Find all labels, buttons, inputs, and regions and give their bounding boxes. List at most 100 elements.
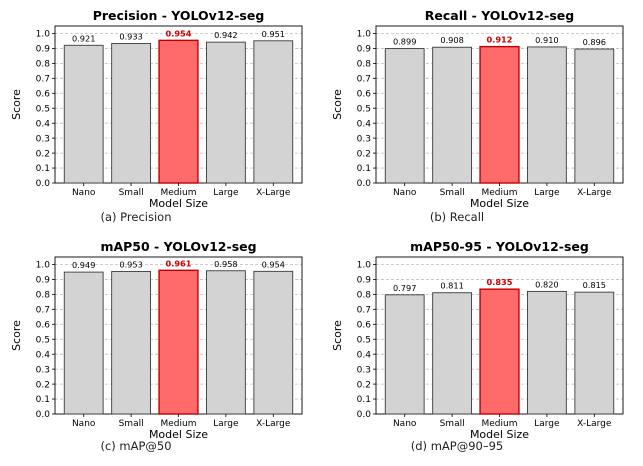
y-tick-label: 1.0 (36, 261, 51, 271)
y-tick-label: 1.0 (357, 261, 372, 271)
bar-value-label: 0.910 (535, 35, 558, 45)
y-axis-label: Score (10, 320, 23, 351)
chart-svg: mAP50-95 - YOLOv12-seg 0.0 0.1 0.2 0.3 0.4 0.5… (331, 239, 624, 441)
y-tick-label: 0.6 (357, 320, 372, 330)
y-tick-label: 0.1 (357, 395, 371, 405)
bar-value-label: 0.961 (166, 258, 192, 268)
y-tick-label: 0.9 (357, 276, 372, 286)
map50-chart-panel: mAP50 - YOLOv12-seg 0.0 0.1 0.2 0.3 0.4 0.5 0.6… (0, 231, 322, 462)
x-tick-label: X-Large (577, 188, 612, 198)
y-tick-label: 0.9 (36, 45, 51, 55)
bar-medium (479, 45, 520, 184)
y-axis-label: Score (331, 89, 344, 120)
x-tick-label: Nano (393, 419, 417, 429)
y-tick-label: 0.7 (36, 306, 50, 316)
x-tick-label: Medium (161, 188, 197, 198)
y-tick-label: 0.0 (36, 179, 51, 189)
y-tick-label: 1.0 (36, 30, 51, 40)
y-tick-label: 0.7 (36, 75, 50, 85)
x-tick-label: Nano (393, 188, 417, 198)
y-tick-label: 0.7 (357, 75, 371, 85)
y-tick-label: 0.3 (36, 134, 50, 144)
y-tick-label: 0.2 (357, 380, 371, 390)
x-tick-label: Nano (72, 419, 96, 429)
bar-value-label: 0.811 (440, 281, 463, 291)
y-tick-label: 0.1 (357, 164, 371, 174)
y-tick-label: 0.8 (357, 60, 372, 70)
y-tick-label: 0.0 (357, 410, 372, 420)
bar-value-label: 0.958 (214, 259, 237, 269)
y-tick-label: 0.6 (36, 89, 51, 99)
y-tick-label: 0.3 (357, 365, 371, 375)
y-axis-label: Score (10, 89, 23, 120)
chart-title: Recall - YOLOv12-seg (425, 8, 574, 23)
bar-small (432, 292, 472, 415)
x-tick-label: Medium (482, 188, 518, 198)
chart-svg: mAP50 - YOLOv12-seg 0.0 0.1 0.2 0.3 0.4 0.5 0.6… (10, 239, 303, 441)
bar-nano (63, 271, 104, 415)
y-tick-label: 1.0 (357, 30, 372, 40)
x-tick-label: Large (213, 419, 239, 429)
y-tick-label: 0.3 (357, 134, 371, 144)
y-tick-label: 0.2 (36, 149, 50, 159)
chart-title: mAP50 - YOLOv12-seg (100, 239, 256, 254)
y-tick-label: 0.3 (36, 365, 50, 375)
bar-nano (384, 48, 425, 184)
bar-medium (479, 288, 520, 415)
bar-value-label: 0.942 (214, 30, 237, 40)
bar-value-label: 0.954 (166, 28, 192, 38)
y-tick-label: 0.4 (357, 119, 372, 129)
x-tick-label: X-Large (577, 419, 612, 429)
y-tick-label: 0.9 (357, 45, 372, 55)
bar-x-large (574, 48, 615, 184)
y-tick-label: 0.7 (357, 306, 371, 316)
bar-large (206, 270, 246, 415)
x-tick-label: Medium (482, 419, 518, 429)
x-tick-label: Small (119, 188, 144, 198)
y-tick-label: 0.5 (36, 335, 50, 345)
bar-large (206, 41, 246, 184)
x-tick-label: Small (440, 419, 465, 429)
x-axis-label: Model Size (149, 428, 208, 441)
y-tick-label: 0.1 (36, 164, 50, 174)
x-axis-label: Model Size (149, 197, 208, 210)
caption-a: (a) Precision (100, 210, 172, 224)
bar-value-label: 0.896 (583, 37, 606, 47)
x-axis-label: Model Size (470, 197, 529, 210)
bar-large (527, 290, 567, 415)
bar-value-label: 0.835 (487, 277, 513, 287)
y-tick-label: 0.2 (357, 149, 371, 159)
bar-x-large (574, 291, 615, 415)
bar-value-label: 0.899 (393, 37, 416, 47)
x-tick-label: Small (119, 419, 144, 429)
bar-value-label: 0.908 (440, 35, 463, 45)
map50-95-chart-panel: mAP50-95 - YOLOv12-seg 0.0 0.1 0.2 0.3 0.4 0.5… (321, 231, 643, 462)
y-tick-label: 0.6 (36, 320, 51, 330)
bar-medium (158, 39, 199, 184)
y-tick-label: 0.9 (36, 276, 51, 286)
bar-small (432, 46, 472, 184)
bar-value-label: 0.953 (119, 260, 142, 270)
bar-small (111, 43, 151, 184)
chart-svg: Precision - YOLOv12-seg 0.0 0.1 0.2 0.3 0.4 0.… (10, 8, 303, 210)
bar-value-label: 0.933 (119, 31, 142, 41)
y-tick-label: 0.6 (357, 89, 372, 99)
x-tick-label: X-Large (256, 419, 291, 429)
caption-c: (c) mAP@50 (100, 439, 172, 453)
precision-chart-panel: Precision - YOLOv12-seg 0.0 0.1 0.2 0.3 0.4 0.… (0, 0, 322, 231)
x-tick-label: X-Large (256, 188, 291, 198)
x-tick-label: Large (534, 188, 560, 198)
y-tick-label: 0.4 (36, 350, 51, 360)
x-tick-label: Nano (72, 188, 96, 198)
y-tick-label: 0.4 (357, 350, 372, 360)
y-tick-label: 0.5 (357, 335, 371, 345)
bar-value-label: 0.815 (583, 280, 606, 290)
bar-value-label: 0.921 (72, 33, 95, 43)
y-tick-label: 0.2 (36, 380, 50, 390)
y-tick-label: 0.8 (357, 291, 372, 301)
bar-value-label: 0.797 (393, 283, 416, 293)
caption-d: (d) mAP@90–95 (410, 439, 504, 453)
bar-x-large (253, 270, 294, 415)
bar-value-label: 0.820 (535, 279, 558, 289)
